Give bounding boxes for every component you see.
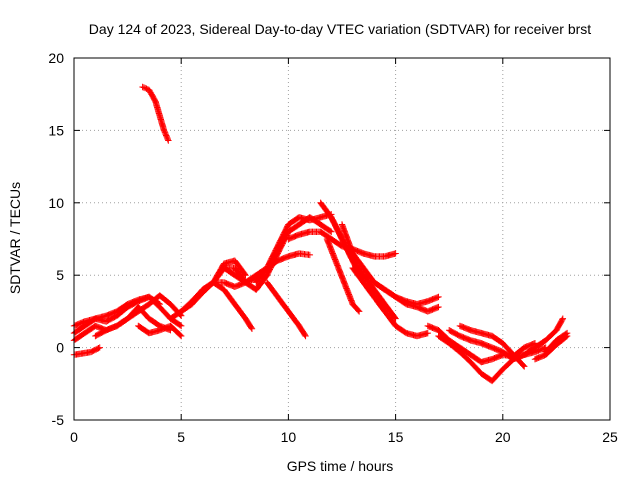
data-point-markers (542, 329, 571, 356)
y-tick-label: -5 (52, 412, 65, 428)
y-tick-label: 10 (48, 195, 64, 211)
data-point-markers (70, 344, 103, 358)
x-tick-label: 5 (177, 429, 185, 445)
series-arc-14 (263, 279, 309, 340)
series-arc-07 (139, 83, 172, 144)
data-point-markers (349, 264, 431, 340)
data-point-markers (135, 322, 185, 340)
series-arc-01 (70, 344, 103, 358)
series-arc-13 (253, 211, 335, 286)
series-arc-20 (349, 264, 431, 340)
data-point-markers (371, 279, 442, 315)
x-tick-label: 20 (495, 429, 511, 445)
data-point-markers (139, 83, 172, 144)
series-arc-06 (135, 322, 185, 340)
series-arc-11 (210, 279, 256, 332)
y-tick-label: 15 (48, 122, 64, 138)
x-tick-label: 15 (388, 429, 404, 445)
x-axis-label: GPS time / hours (287, 458, 394, 474)
series-arc-26 (521, 315, 567, 358)
series-arc-05 (92, 292, 185, 340)
plot-frame (73, 57, 611, 421)
series-arc-21 (371, 279, 442, 315)
series-arc-18 (328, 214, 399, 322)
series-arc-17 (323, 235, 363, 315)
x-tick-label: 10 (281, 429, 297, 445)
data-points (70, 83, 571, 385)
data-point-markers (328, 214, 399, 322)
data-point-markers (220, 214, 335, 293)
data-point-markers (263, 279, 309, 340)
data-point-markers (210, 279, 256, 332)
series-arc-25 (456, 322, 528, 370)
data-point-markers (456, 322, 528, 370)
data-point-markers (253, 211, 335, 286)
tick-group: 0 5 10 15 20 25 -5 0 5 10 15 20 (48, 50, 618, 445)
y-tick-label: 20 (48, 50, 64, 66)
series-arc-28 (542, 329, 571, 356)
y-tick-label: 0 (56, 340, 64, 356)
y-tick-label: 5 (56, 267, 64, 283)
chart-title: Day 124 of 2023, Sidereal Day-to-day VTE… (89, 21, 591, 37)
x-tick-label: 0 (70, 429, 78, 445)
y-axis-label: SDTVAR / TECUs (7, 182, 23, 294)
data-point-markers (323, 235, 363, 315)
series-arc-12 (220, 214, 335, 293)
data-point-markers (92, 292, 185, 340)
x-tick-label: 25 (602, 429, 618, 445)
data-point-markers (521, 315, 567, 358)
